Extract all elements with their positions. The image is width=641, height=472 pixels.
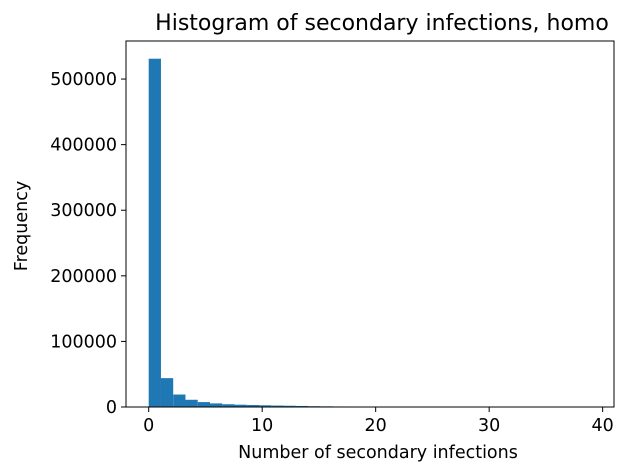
histogram-bar (197, 402, 210, 407)
histogram-bar (185, 399, 198, 407)
x-axis-label: Number of secondary infections (238, 443, 518, 463)
chart-title: Histogram of secondary infections, homo (155, 11, 609, 36)
y-tick-label: 200000 (50, 267, 117, 287)
histogram-bar (283, 405, 296, 407)
x-tick-label: 0 (143, 416, 154, 436)
y-tick-label: 400000 (50, 136, 117, 156)
histogram-bar (148, 58, 161, 408)
histogram-bar (222, 404, 235, 407)
x-tick-label: 30 (478, 416, 500, 436)
histogram-bar (295, 405, 309, 407)
y-tick-label: 0 (106, 398, 117, 418)
histogram-bars (148, 58, 517, 408)
histogram-bar (259, 405, 272, 407)
y-axis-label: Frequency (12, 181, 32, 271)
histogram-bar (173, 394, 186, 407)
histogram-bar (246, 405, 260, 407)
x-tick-label: 40 (592, 416, 614, 436)
x-tick-label: 20 (365, 416, 387, 436)
histogram-bar (160, 378, 174, 407)
histogram-bar (209, 403, 223, 407)
histogram-bar (234, 404, 247, 407)
y-tick-label: 100000 (50, 332, 117, 352)
y-axis-ticks: 0 100000 200000 300000 400000 500000 (50, 70, 126, 418)
histogram-bar (271, 405, 284, 407)
y-tick-label: 500000 (50, 70, 117, 90)
plot-frame (125, 40, 615, 408)
y-tick-label: 300000 (50, 201, 117, 221)
x-tick-label: 10 (251, 416, 273, 436)
x-axis-ticks: 0 10 20 30 40 (143, 407, 614, 436)
